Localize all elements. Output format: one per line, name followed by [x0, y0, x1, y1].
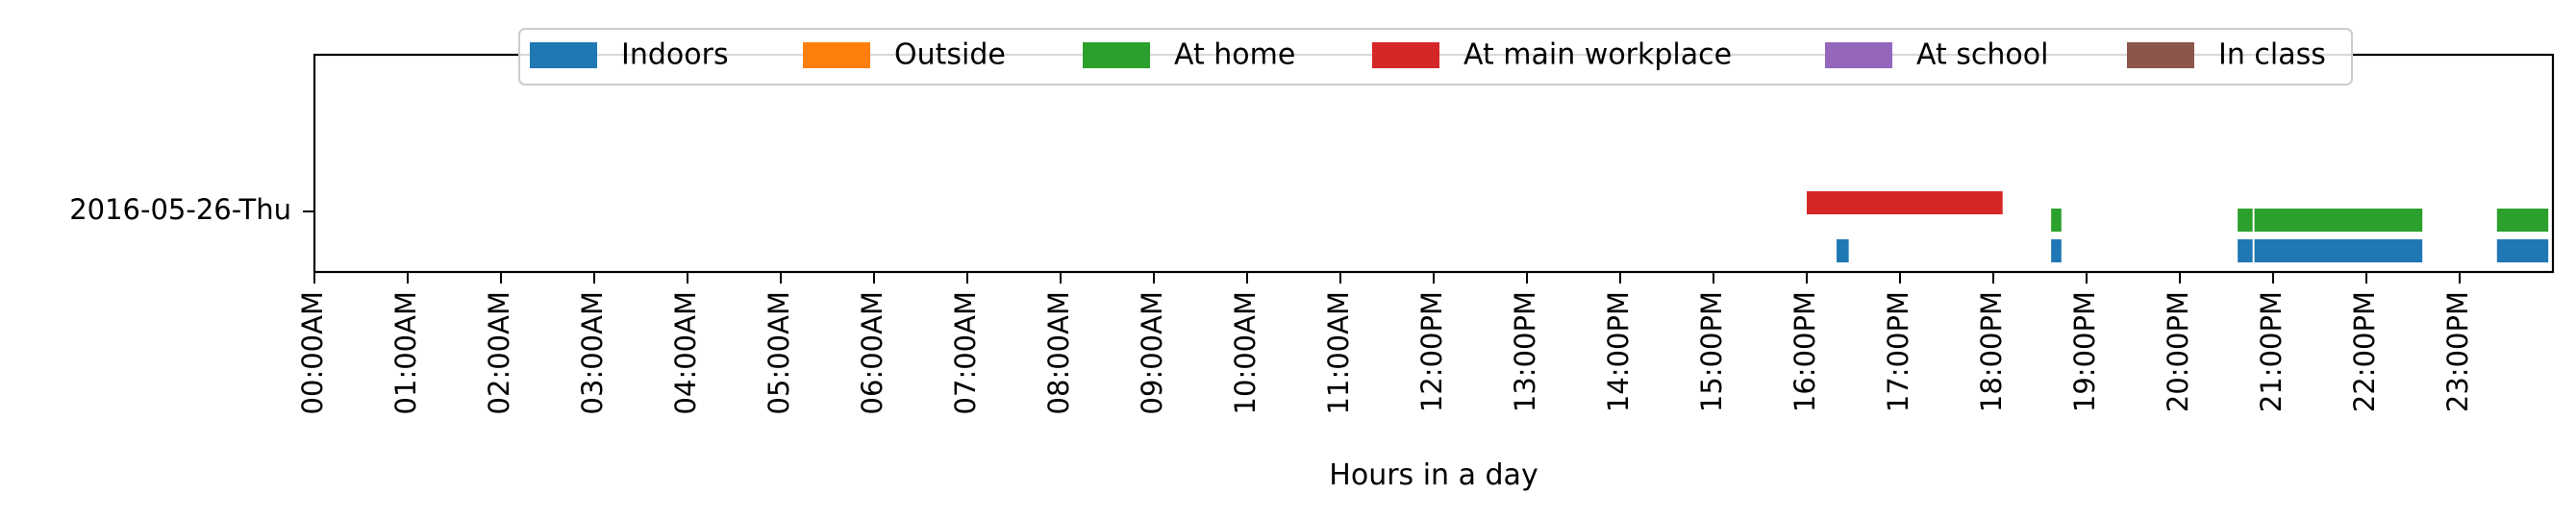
x-tick-label: 01:00AM [389, 291, 422, 414]
x-tick-label: 22:00PM [2348, 291, 2381, 412]
x-tick-label: 11:00AM [1322, 291, 1355, 414]
legend-label: In class [2218, 38, 2326, 72]
x-axis-label: Hours in a day [1329, 458, 1538, 492]
x-tick-label: 06:00AM [856, 291, 888, 414]
x-tick-label: 03:00AM [576, 291, 609, 414]
bar-at-home-1 [2238, 209, 2253, 232]
legend-label: Outside [894, 38, 1006, 72]
x-tick-label: 10:00AM [1229, 291, 1262, 414]
legend-label: At main workplace [1463, 38, 1732, 72]
legend: Indoors Outside At home At main workplace At… [518, 28, 2353, 86]
bar-at-main-workplace-0 [1807, 191, 2003, 214]
y-axis: 2016-05-26-Thu [69, 193, 314, 226]
x-tick-label: 04:00AM [669, 291, 702, 414]
bar-indoors-1 [2051, 239, 2062, 262]
chart-marks [1807, 191, 2549, 262]
bar-indoors-2 [2238, 239, 2253, 262]
bar-indoors-0 [1837, 239, 1849, 262]
x-tick-label: 20:00PM [2162, 291, 2194, 412]
legend-label: Indoors [621, 38, 729, 72]
x-tick-label: 17:00PM [1882, 291, 1914, 412]
legend-label: At home [1174, 38, 1295, 72]
x-tick-label: 08:00AM [1042, 291, 1075, 414]
x-axis: 00:00AM 01:00AM 02:00AM 03:00AM 04:00AM 05:00… [296, 272, 2474, 414]
x-tick-label: 13:00PM [1509, 291, 1541, 412]
bar-indoors-3 [2254, 239, 2423, 262]
bar-at-home-3 [2496, 209, 2549, 232]
y-tick-label: 2016-05-26-Thu [69, 193, 291, 226]
bar-at-home-2 [2254, 209, 2423, 232]
legend-swatch [1825, 42, 1892, 68]
legend-label: At school [1916, 38, 2048, 72]
x-tick-label: 02:00AM [483, 291, 515, 414]
x-tick-label: 21:00PM [2255, 291, 2288, 412]
x-tick-label: 14:00PM [1602, 291, 1635, 412]
x-tick-label: 23:00PM [2441, 291, 2474, 412]
bar-at-home-0 [2051, 209, 2062, 232]
bar-indoors-4 [2496, 239, 2549, 262]
x-tick-label: 12:00PM [1415, 291, 1448, 412]
legend-swatch [530, 42, 597, 68]
x-tick-label: 18:00PM [1975, 291, 2008, 412]
x-tick-label: 07:00AM [949, 291, 982, 414]
x-tick-label: 05:00AM [763, 291, 795, 414]
legend-swatch [1372, 42, 1439, 68]
x-tick-label: 16:00PM [1788, 291, 1821, 412]
legend-swatch [2127, 42, 2194, 68]
legend-swatch [1083, 42, 1150, 68]
x-tick-label: 09:00AM [1136, 291, 1168, 414]
legend-swatch [803, 42, 870, 68]
x-tick-label: 00:00AM [296, 291, 329, 414]
plot-frame [313, 53, 2555, 274]
x-tick-label: 15:00PM [1695, 291, 1728, 412]
x-tick-label: 19:00PM [2068, 291, 2101, 412]
